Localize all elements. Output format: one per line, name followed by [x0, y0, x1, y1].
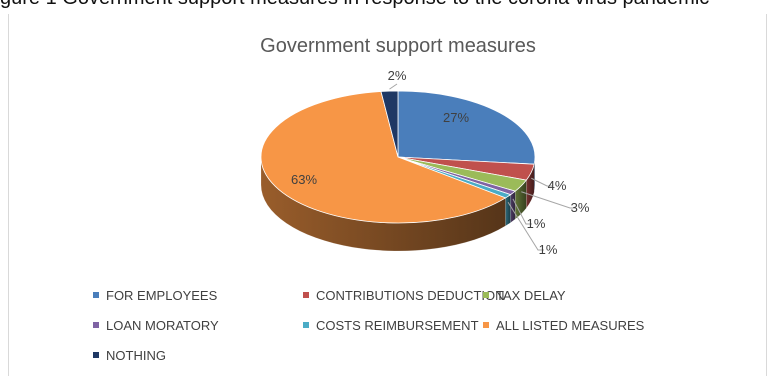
legend-swatch-tax-delay	[483, 292, 489, 298]
data-label-nothing: 2%	[388, 68, 407, 83]
chart-frame-left	[8, 14, 9, 376]
chart-title: Government support measures	[260, 35, 536, 57]
leader-line-costs-reimbursement	[507, 202, 544, 251]
legend-swatch-for-employees	[93, 292, 99, 298]
pie-tops	[260, 90, 536, 224]
legend-label-costs-reimbursement: COSTS REIMBURSEMENT	[316, 318, 479, 333]
legend-swatch-loan-moratory	[93, 322, 99, 328]
data-label-costs-reimbursement: 1%	[539, 242, 558, 257]
legend-label-all-listed-measures: ALL LISTED MEASURES	[496, 318, 645, 333]
data-label-tax-delay: 3%	[571, 200, 590, 215]
legend: FOR EMPLOYEES CONTRIBUTIONS DEDUCTIONTAX …	[93, 288, 645, 363]
data-label-contributions-deduction: 4%	[548, 178, 567, 193]
legend-label-contributions-deduction: CONTRIBUTIONS DEDUCTION	[316, 288, 505, 303]
pie-slice-nothing	[380, 90, 399, 158]
legend-swatch-nothing	[93, 352, 99, 358]
leader-line-loan-moratory	[512, 198, 532, 225]
legend-label-nothing: NOTHING	[106, 348, 166, 363]
pie-slice-for-employees	[397, 90, 536, 165]
legend-label-for-employees: FOR EMPLOYEES	[106, 288, 218, 303]
data-label-for-employees: 27%	[443, 110, 469, 125]
data-label-all-listed-measures: 63%	[291, 172, 317, 187]
figure-caption-fragment: gure 1 Government support measures in re…	[0, 0, 709, 10]
leader-line-tax-delay	[521, 191, 576, 209]
legend-swatch-contributions-deduction	[303, 292, 309, 298]
chart-frame-right	[766, 14, 767, 376]
legend-swatch-all-listed-measures	[483, 322, 489, 328]
leader-line-nothing	[389, 83, 398, 90]
legend-swatch-costs-reimbursement	[303, 322, 309, 328]
data-label-loan-moratory: 1%	[527, 216, 546, 231]
leader-lines	[389, 83, 576, 251]
data-labels: 27% 4% 3% 1% 1% 63% 2%	[291, 68, 590, 257]
pie-side-costs-reimbursement	[505, 194, 511, 227]
leader-line-contributions-deduction	[531, 177, 553, 187]
pie-slice-all-listed-measures	[260, 91, 507, 224]
legend-label-tax-delay: TAX DELAY	[496, 288, 566, 303]
legend-label-loan-moratory: LOAN MORATORY	[106, 318, 219, 333]
